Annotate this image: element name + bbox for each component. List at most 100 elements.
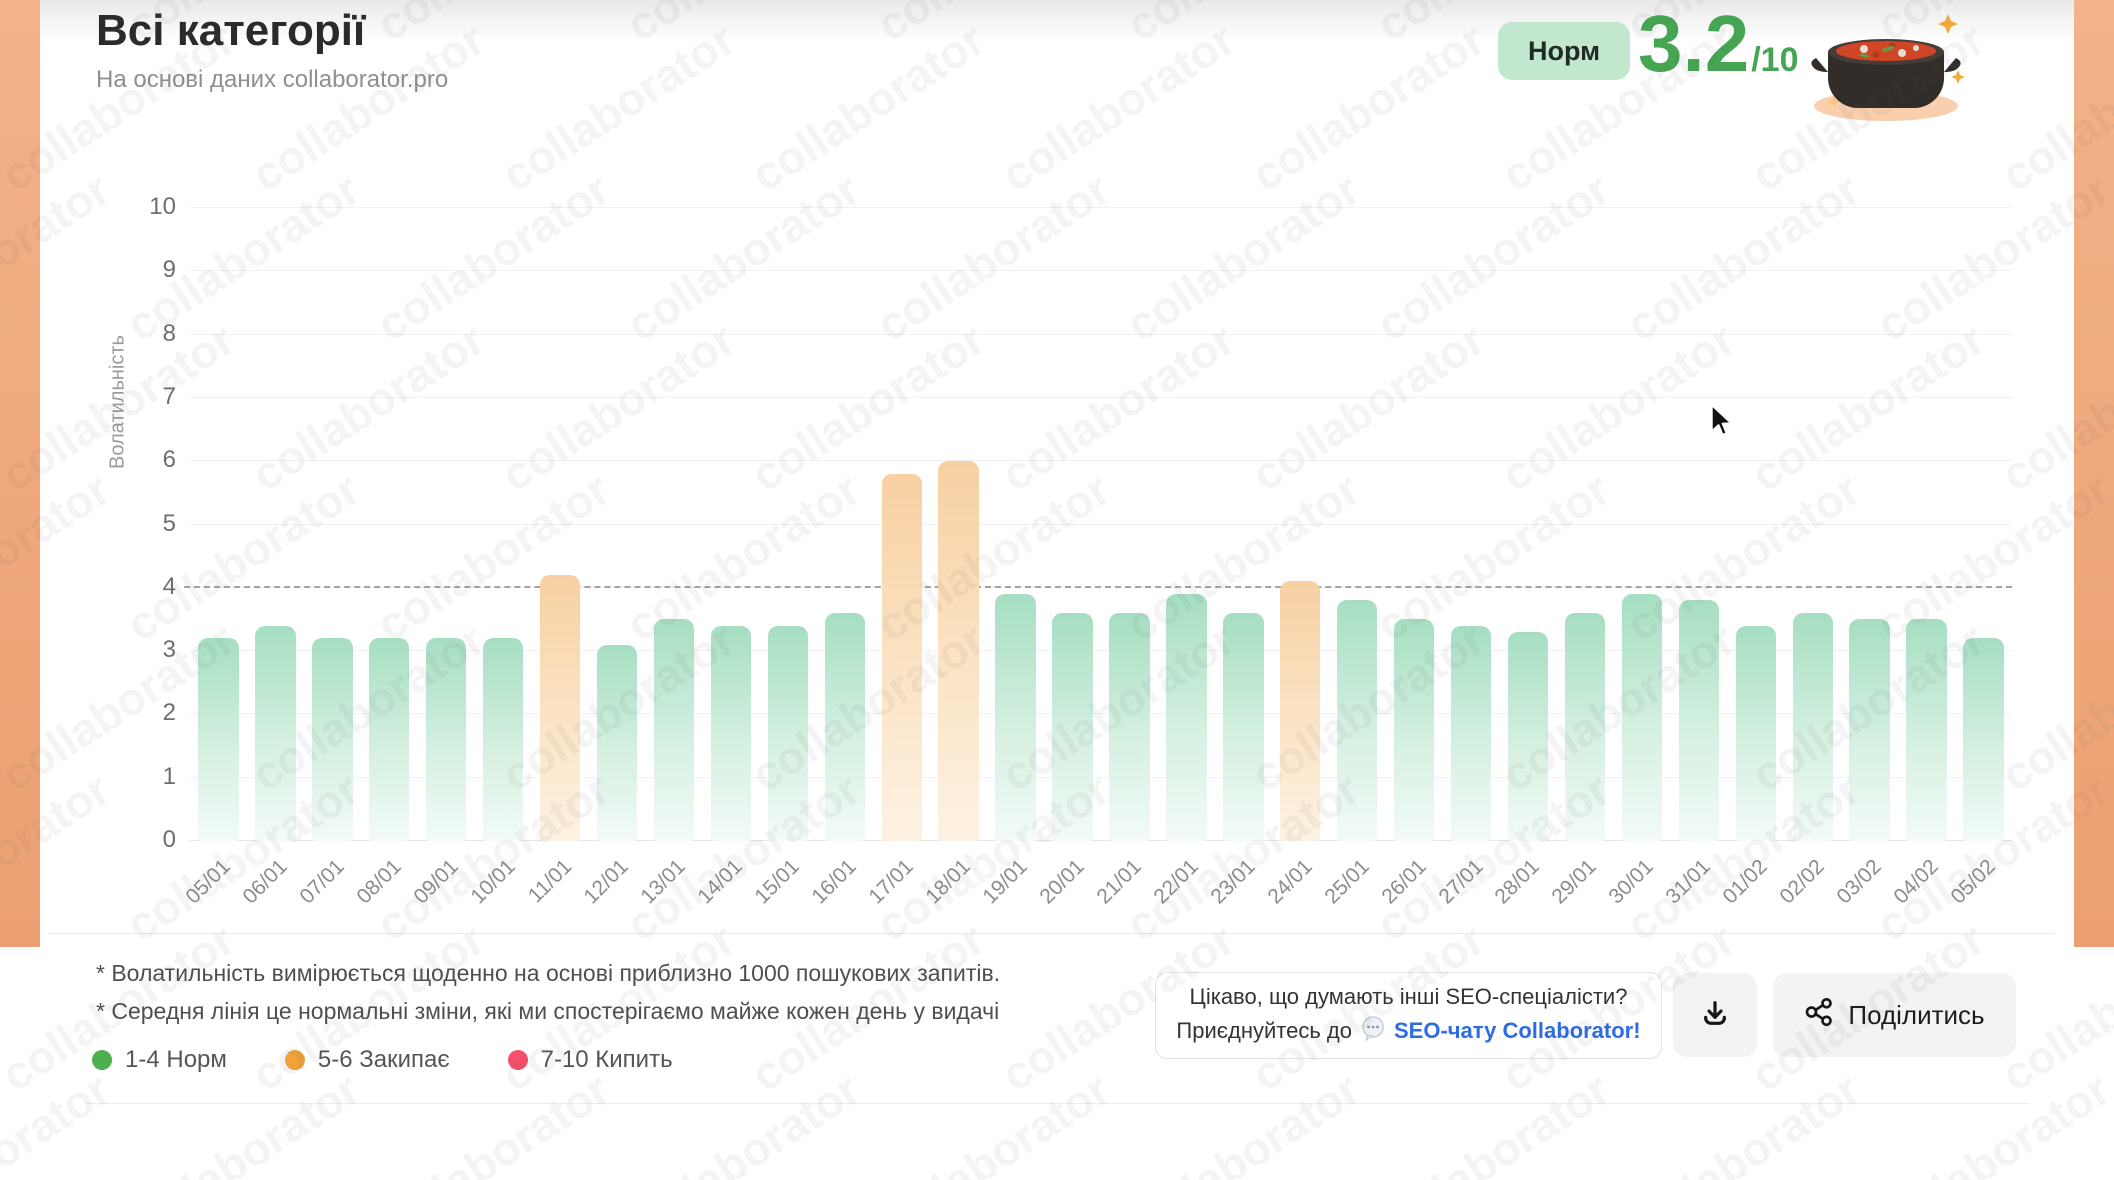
legend-dot-icon <box>507 1050 528 1070</box>
bar[interactable] <box>1735 625 1776 841</box>
x-axis-label: 26/01 <box>1376 855 1431 909</box>
legend-label: 7-10 Кипить <box>540 1046 673 1073</box>
footnote-1: * Волатильність вимірюється щоденно на о… <box>96 960 1001 986</box>
bar[interactable] <box>1963 638 2004 841</box>
watermark-text: collaborator <box>617 1062 869 1180</box>
legend-label: 5-6 Закипає <box>317 1046 450 1073</box>
gridline <box>190 523 2012 525</box>
bar[interactable] <box>1052 613 1093 841</box>
bar-slot <box>873 208 930 841</box>
bar[interactable] <box>426 638 467 841</box>
bar[interactable] <box>1678 600 1720 841</box>
bar-slot <box>1101 208 1158 841</box>
y-axis-tick: 0 <box>162 826 176 853</box>
x-axis-label: 20/01 <box>1035 855 1089 909</box>
share-button-label: Поділитись <box>1848 999 1985 1030</box>
x-axis-label: 18/01 <box>921 855 975 909</box>
legend-item: 1-4 Норм <box>92 1046 227 1074</box>
borscht-pot-illustration <box>1798 0 1970 129</box>
bar[interactable] <box>255 625 296 841</box>
gridline <box>190 650 2012 652</box>
bar-slot <box>1329 208 1386 841</box>
bar[interactable] <box>1280 581 1321 841</box>
bar[interactable] <box>482 638 524 841</box>
bottom-divider <box>85 1103 2030 1104</box>
legend: 1-4 Норм 5-6 Закипає 7-10 Кипить <box>92 1046 673 1074</box>
x-axis-label: 15/01 <box>750 855 805 909</box>
bar[interactable] <box>881 473 922 841</box>
bar-slot <box>1557 208 1614 841</box>
x-axis-label: 05/02 <box>1946 855 2000 909</box>
bar-slot <box>1272 208 1329 841</box>
bar[interactable] <box>596 644 638 841</box>
bar[interactable] <box>1393 619 1435 841</box>
x-axis-label: 19/01 <box>978 855 1032 909</box>
bar[interactable] <box>824 613 865 841</box>
bar[interactable] <box>710 625 752 841</box>
legend-label: 1-4 Норм <box>125 1046 227 1073</box>
watermark-text: collaborator <box>117 1062 369 1180</box>
bar-series <box>190 208 2012 841</box>
bar[interactable] <box>312 638 353 841</box>
bar-slot <box>816 208 873 841</box>
watermark-text: collaborator <box>1617 1062 1869 1180</box>
x-axis-label: 21/01 <box>1092 855 1146 909</box>
download-button[interactable] <box>1673 973 1757 1057</box>
x-axis-label: 07/01 <box>295 855 349 909</box>
bar-slot <box>475 208 532 841</box>
page-title: Всі категорії <box>96 6 366 55</box>
bar[interactable] <box>995 594 1036 841</box>
bar[interactable] <box>1849 619 1890 841</box>
bar-slot <box>930 208 987 841</box>
x-axis-label: 28/01 <box>1490 855 1545 909</box>
share-button[interactable]: Поділитись <box>1773 973 2016 1057</box>
bar-slot <box>1670 208 1727 841</box>
watermark-text: collaborator <box>1867 1062 2114 1180</box>
watermark-text: collaborator <box>1117 1062 1369 1180</box>
bar-slot <box>1955 208 2012 841</box>
cta-question: Цікаво, що думають інші SEO-спеціалісти? <box>1189 984 1628 1009</box>
bar[interactable] <box>1166 594 1207 841</box>
decorative-right-strip <box>2074 0 2114 947</box>
bar[interactable] <box>653 619 695 841</box>
legend-dot-icon <box>284 1050 305 1070</box>
bar-slot <box>1386 208 1443 841</box>
bar[interactable] <box>1507 632 1549 841</box>
bar[interactable] <box>1337 600 1378 841</box>
status-badge: Норм <box>1498 22 1631 80</box>
bar[interactable] <box>1564 613 1606 841</box>
seo-chat-link[interactable]: SEO-чату Collaborator! <box>1393 1018 1641 1043</box>
x-axis-label: 02/02 <box>1775 855 1829 909</box>
bar[interactable] <box>1223 613 1264 841</box>
watermark-text: collaborator <box>1367 1062 1619 1180</box>
download-icon <box>1699 998 1731 1033</box>
x-axis-label: 05/01 <box>181 855 235 909</box>
x-axis-label: 04/02 <box>1889 855 1943 909</box>
bar[interactable] <box>369 638 410 841</box>
bar[interactable] <box>1792 613 1833 841</box>
y-axis-tick: 4 <box>162 572 176 600</box>
watermark-text: collaborator <box>367 1062 619 1180</box>
bar[interactable] <box>938 461 979 841</box>
bar[interactable] <box>198 638 239 841</box>
bar-slot <box>361 208 418 841</box>
x-axis-label: 03/02 <box>1832 855 1886 909</box>
bar[interactable] <box>1450 625 1492 841</box>
bar[interactable] <box>1621 594 1663 841</box>
bar-slot <box>646 208 703 841</box>
y-axis-tick: 9 <box>162 256 176 284</box>
x-axis-label: 22/01 <box>1149 855 1203 909</box>
y-axis-tick: 8 <box>162 319 176 347</box>
x-axis-label: 09/01 <box>409 855 463 909</box>
bar[interactable] <box>539 575 581 841</box>
gridline <box>190 840 2012 841</box>
page-subtitle: На основі даних collaborator.pro <box>96 66 449 93</box>
average-dashed-line <box>184 585 2012 588</box>
y-axis-tick: 7 <box>162 382 176 410</box>
bar[interactable] <box>1906 619 1947 841</box>
x-axis-label: 27/01 <box>1433 855 1488 909</box>
x-axis-label: 12/01 <box>579 855 634 909</box>
gridline <box>190 396 2012 398</box>
bar[interactable] <box>1109 613 1150 841</box>
bar[interactable] <box>767 625 809 841</box>
